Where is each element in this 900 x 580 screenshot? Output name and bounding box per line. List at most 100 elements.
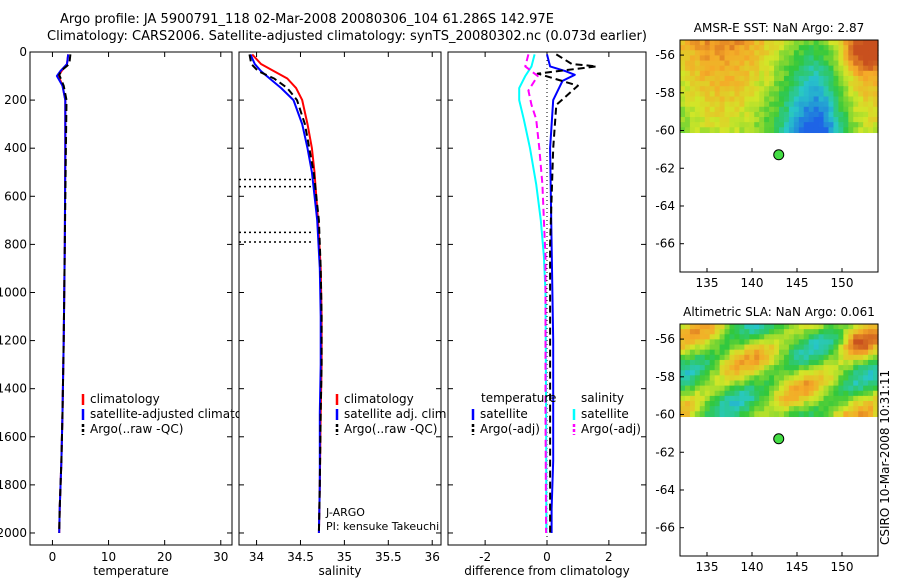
map-cell (803, 390, 810, 397)
map-cell (823, 127, 830, 134)
map-cell (779, 349, 785, 356)
map-cell (684, 375, 691, 382)
map-cell (724, 324, 731, 330)
map-cell (739, 385, 745, 392)
map-cell (709, 45, 716, 51)
map-cell (764, 349, 770, 356)
map-cell (833, 334, 839, 340)
map-cell (680, 390, 686, 397)
map-cell (823, 365, 830, 371)
map-cell (858, 339, 864, 346)
map-cell (684, 334, 691, 340)
map-cell (694, 401, 701, 407)
map-cell (699, 354, 706, 361)
map-cell (744, 395, 750, 402)
map-cell (744, 411, 750, 418)
map-cell (729, 91, 736, 98)
map-cell (704, 55, 711, 62)
map-cell (694, 75, 701, 82)
map-cell (783, 375, 790, 382)
map-cell (843, 411, 849, 418)
map-cell (783, 65, 790, 72)
map-cell (808, 117, 815, 123)
map-cell (699, 70, 706, 77)
map-cell (729, 50, 736, 56)
map-cell (689, 117, 696, 123)
legend-label-diff-3: Argo(-adj) (581, 422, 641, 436)
map-cell (863, 86, 869, 92)
map-cell (853, 344, 859, 351)
map-cell (729, 390, 736, 397)
map-cell (680, 344, 686, 351)
map-cell (774, 55, 780, 62)
map-cell (724, 401, 731, 407)
map-cell (828, 106, 835, 113)
map-cell (779, 106, 785, 113)
map-cell (709, 122, 716, 128)
map-cell (739, 75, 745, 82)
map-cell (863, 106, 869, 113)
map-cell (873, 111, 879, 118)
map-cell (769, 55, 775, 62)
map-cell (853, 101, 859, 108)
map-cell (680, 334, 686, 340)
map-cell (803, 60, 810, 67)
map-cell (788, 370, 795, 376)
map-cell (779, 127, 785, 134)
map-frame-sst_map (679, 39, 879, 273)
map-cell (739, 50, 745, 56)
map-cell (769, 339, 775, 346)
map-cell (684, 329, 691, 335)
map-cell (694, 375, 701, 382)
map-cell (858, 395, 864, 402)
map-cell (833, 344, 839, 351)
map-cell (709, 55, 716, 62)
map-cell (714, 101, 721, 108)
map-cell (724, 122, 731, 128)
map-cell (828, 339, 835, 346)
map-cell (788, 411, 795, 418)
map-cell (739, 349, 745, 356)
map-cell (680, 96, 686, 103)
map-cell (838, 101, 844, 108)
map-cell (813, 55, 820, 62)
y-tick-label: 1200 (0, 334, 27, 348)
map-cell (843, 60, 849, 67)
map-cell (734, 385, 740, 392)
map-cell (843, 86, 849, 92)
map-cell (808, 339, 815, 346)
map-cell (828, 395, 835, 402)
map-cell (724, 75, 731, 82)
map-cell (798, 406, 805, 412)
map-cell (724, 349, 731, 356)
map-cell (694, 65, 701, 72)
map-cell (680, 339, 686, 346)
map-cell (779, 385, 785, 392)
map-cell (769, 344, 775, 351)
map-cell (858, 359, 864, 366)
map-cell (709, 106, 716, 113)
map-cell (739, 390, 745, 397)
map-cell (803, 344, 810, 351)
map-cell (724, 390, 731, 397)
map-cell (793, 375, 800, 382)
map-cell (684, 349, 691, 356)
map-cell (873, 324, 879, 330)
map-cell (739, 81, 745, 87)
map-cell (783, 101, 790, 108)
map-cell (823, 106, 830, 113)
map-cell (873, 45, 879, 51)
map-cell (684, 50, 691, 56)
map-cell (779, 406, 785, 412)
map-cell (828, 390, 835, 397)
map-cell (744, 111, 750, 118)
map-cell (818, 86, 825, 92)
map-cell (724, 60, 731, 67)
map-cell (848, 411, 854, 418)
map-cell (793, 60, 800, 67)
map-cell (783, 96, 790, 103)
map-cell (843, 50, 849, 56)
map-cell (744, 324, 750, 330)
map-cell (719, 117, 726, 123)
map-cell (689, 329, 696, 335)
